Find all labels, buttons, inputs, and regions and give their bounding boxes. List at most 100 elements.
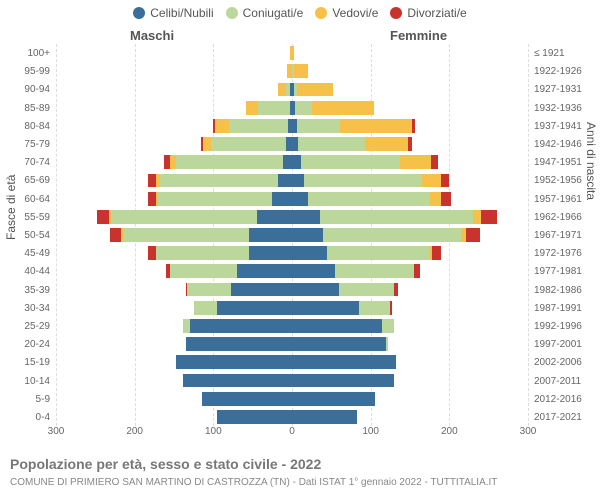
birth-year-label: 1987-1991: [528, 303, 600, 314]
bar-segment: [217, 301, 292, 315]
bar-segment: [292, 155, 301, 169]
bar-segment: [441, 174, 449, 188]
bar-segment: [215, 119, 229, 133]
bar-segment: [258, 101, 289, 115]
legend-swatch: [315, 7, 327, 19]
x-tick-label: 100: [205, 426, 222, 437]
bar-segment: [320, 210, 473, 224]
age-label: 40-44: [0, 266, 56, 277]
legend-item: Vedovi/e: [315, 6, 378, 20]
female-bar: [292, 46, 294, 60]
bar-segment: [382, 319, 394, 333]
birth-year-label: 1982-1986: [528, 285, 600, 296]
female-bar: [292, 210, 497, 224]
age-label: 30-34: [0, 303, 56, 314]
bar-segment: [203, 137, 211, 151]
age-label: 65-69: [0, 175, 56, 186]
male-bar-wrap: [56, 226, 292, 244]
bar-segment: [297, 83, 332, 97]
bar-segment: [292, 283, 339, 297]
birth-year-label: 2012-2016: [528, 394, 600, 405]
bar-segment: [176, 155, 282, 169]
pyramid-row: [56, 208, 528, 226]
female-bar-wrap: [292, 44, 528, 62]
male-bar-wrap: [56, 280, 292, 298]
bar-segment: [301, 155, 399, 169]
legend-item: Coniugati/e: [226, 6, 304, 20]
bar-segment: [176, 355, 292, 369]
male-bar: [164, 155, 292, 169]
pyramid-row: [56, 153, 528, 171]
female-bar: [292, 137, 412, 151]
male-bar-wrap: [56, 335, 292, 353]
bar-segment: [292, 46, 294, 60]
male-bar-wrap: [56, 262, 292, 280]
pyramid-row: [56, 244, 528, 262]
bar-segment: [190, 319, 292, 333]
female-bar-wrap: [292, 171, 528, 189]
male-bar: [213, 119, 292, 133]
pyramid-row: [56, 335, 528, 353]
pyramid-row: [56, 299, 528, 317]
female-bar-wrap: [292, 153, 528, 171]
bar-segment: [414, 264, 420, 278]
male-bar: [246, 101, 292, 115]
x-axis: 3002001000100200300: [56, 426, 528, 440]
bar-segment: [237, 264, 292, 278]
bar-segment: [217, 410, 292, 424]
birth-year-label: 2007-2011: [528, 376, 600, 387]
bar-segment: [408, 137, 412, 151]
age-label: 80-84: [0, 121, 56, 132]
male-bar: [176, 355, 292, 369]
male-bar-wrap: [56, 208, 292, 226]
female-bar-wrap: [292, 262, 528, 280]
female-bar-wrap: [292, 135, 528, 153]
female-bar: [292, 301, 392, 315]
bar-segment: [297, 119, 340, 133]
bar-segment: [148, 174, 156, 188]
male-bar-wrap: [56, 80, 292, 98]
male-bar-wrap: [56, 135, 292, 153]
legend-label: Celibi/Nubili: [150, 6, 213, 20]
male-bar-wrap: [56, 99, 292, 117]
bar-segment: [292, 337, 386, 351]
female-bar: [292, 192, 451, 206]
male-bar-wrap: [56, 171, 292, 189]
pyramid-row: [56, 226, 528, 244]
female-bar-wrap: [292, 244, 528, 262]
bar-segment: [156, 246, 249, 260]
bar-segment: [246, 101, 258, 115]
x-tick-label: 200: [126, 426, 143, 437]
bar-segment: [292, 264, 335, 278]
birth-year-label: ≤ 1921: [528, 48, 600, 59]
female-bar-wrap: [292, 371, 528, 389]
male-bar: [186, 337, 292, 351]
pyramid-row: [56, 353, 528, 371]
legend-swatch: [226, 7, 238, 19]
legend: Celibi/Nubili Coniugati/e Vedovi/e Divorzia…: [0, 6, 600, 22]
female-bar: [292, 283, 398, 297]
female-bar-wrap: [292, 208, 528, 226]
male-bar: [166, 264, 292, 278]
male-header: Maschi: [130, 28, 174, 43]
bar-segment: [412, 119, 415, 133]
male-bar-wrap: [56, 353, 292, 371]
female-bar: [292, 228, 480, 242]
birth-year-label: 1927-1931: [528, 84, 600, 95]
bar-segment: [249, 246, 292, 260]
bar-segment: [292, 246, 327, 260]
age-label: 5-9: [0, 394, 56, 405]
birth-year-label: 1972-1976: [528, 248, 600, 259]
female-bar: [292, 337, 388, 351]
legend-item: Divorziati/e: [390, 6, 466, 20]
female-bar: [292, 83, 333, 97]
female-bar-wrap: [292, 190, 528, 208]
bar-segment: [431, 155, 437, 169]
bar-segment: [466, 228, 480, 242]
male-bar: [148, 246, 292, 260]
female-bar: [292, 119, 416, 133]
x-tick-label: 300: [520, 426, 537, 437]
legend-label: Vedovi/e: [332, 6, 378, 20]
birth-year-label: 1977-1981: [528, 266, 600, 277]
bar-segment: [292, 192, 308, 206]
